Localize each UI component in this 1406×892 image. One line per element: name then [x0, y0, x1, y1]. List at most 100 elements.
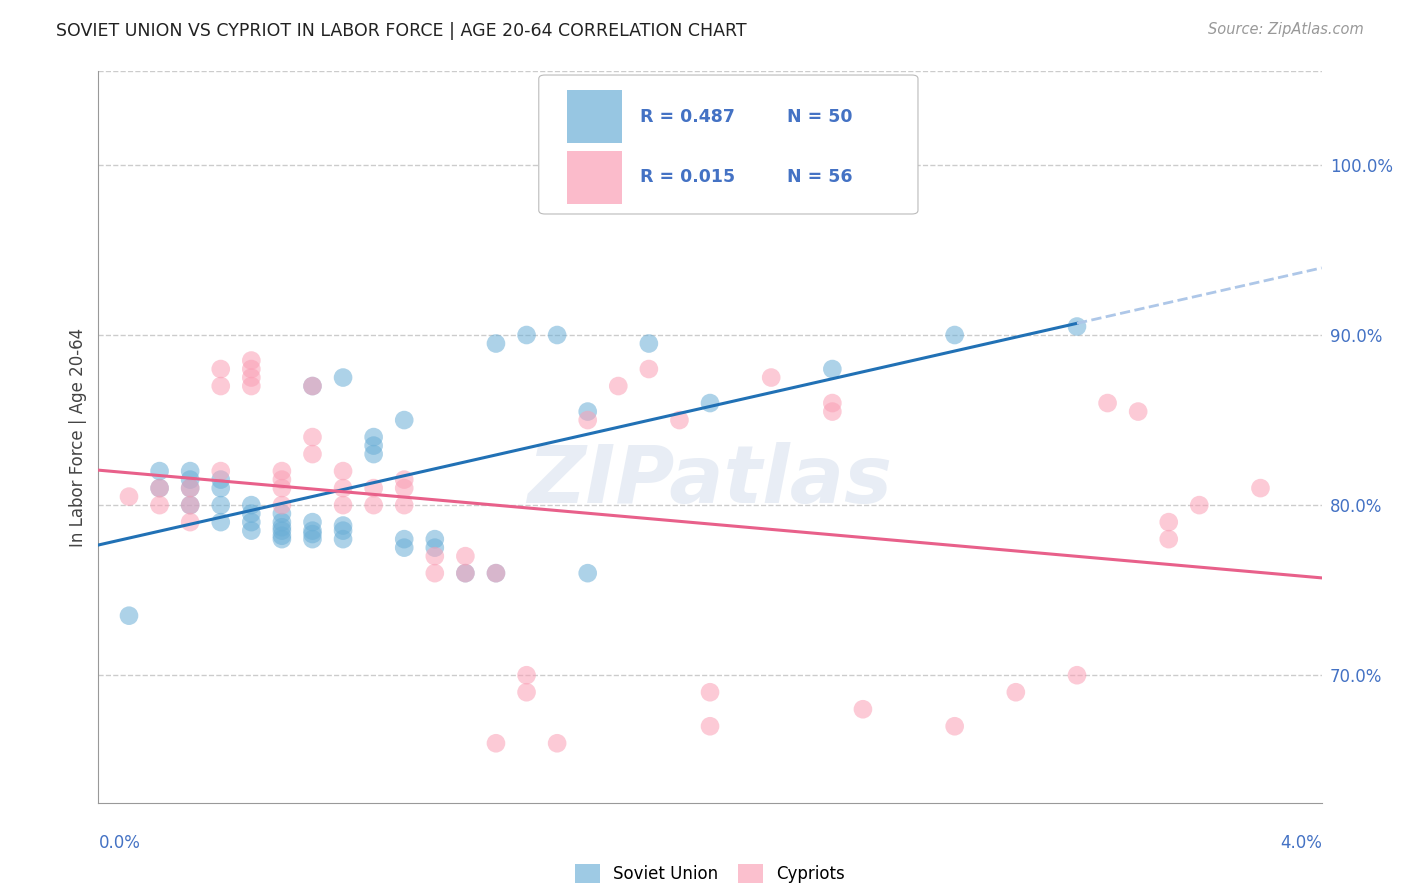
FancyBboxPatch shape: [567, 90, 621, 143]
Y-axis label: In Labor Force | Age 20-64: In Labor Force | Age 20-64: [69, 327, 87, 547]
Point: [516, 328, 538, 343]
Point: [546, 328, 568, 343]
Point: [149, 464, 172, 478]
Point: [392, 532, 416, 546]
Point: [1066, 319, 1088, 334]
Text: N = 50: N = 50: [787, 108, 852, 126]
Point: [118, 490, 141, 504]
Point: [668, 413, 690, 427]
Point: [1157, 515, 1180, 529]
Point: [179, 498, 201, 512]
Point: [118, 608, 141, 623]
Text: 4.0%: 4.0%: [1279, 834, 1322, 852]
Point: [363, 439, 385, 453]
Point: [301, 515, 323, 529]
Point: [179, 464, 201, 478]
Point: [209, 498, 232, 512]
Text: SOVIET UNION VS CYPRIOT IN LABOR FORCE | AGE 20-64 CORRELATION CHART: SOVIET UNION VS CYPRIOT IN LABOR FORCE |…: [56, 22, 747, 40]
Point: [423, 566, 446, 581]
Point: [332, 518, 354, 533]
Point: [852, 702, 875, 716]
Point: [759, 370, 782, 384]
Point: [179, 515, 201, 529]
FancyBboxPatch shape: [567, 151, 621, 203]
Point: [149, 481, 172, 495]
Text: 0.0%: 0.0%: [98, 834, 141, 852]
Point: [209, 362, 232, 376]
Point: [149, 498, 172, 512]
Point: [607, 379, 630, 393]
Point: [240, 362, 263, 376]
Point: [270, 515, 294, 529]
Text: Source: ZipAtlas.com: Source: ZipAtlas.com: [1208, 22, 1364, 37]
Point: [240, 379, 263, 393]
Point: [179, 481, 201, 495]
Point: [821, 396, 844, 410]
Point: [1157, 532, 1180, 546]
Point: [485, 566, 508, 581]
Point: [209, 473, 232, 487]
Point: [1097, 396, 1119, 410]
Text: ZIPatlas: ZIPatlas: [527, 442, 893, 520]
Point: [179, 498, 201, 512]
Point: [1066, 668, 1088, 682]
Point: [454, 549, 477, 563]
Point: [637, 336, 661, 351]
Point: [485, 736, 508, 750]
Point: [240, 524, 263, 538]
Point: [270, 520, 294, 534]
Point: [270, 481, 294, 495]
Point: [423, 541, 446, 555]
Point: [209, 379, 232, 393]
Point: [332, 464, 354, 478]
Point: [270, 532, 294, 546]
Point: [943, 719, 966, 733]
Point: [332, 481, 354, 495]
Point: [943, 328, 966, 343]
Point: [1188, 498, 1211, 512]
Point: [301, 532, 323, 546]
Point: [179, 481, 201, 495]
Point: [240, 515, 263, 529]
Point: [363, 481, 385, 495]
Point: [363, 498, 385, 512]
Point: [392, 473, 416, 487]
Point: [699, 719, 721, 733]
Point: [546, 736, 568, 750]
Point: [209, 515, 232, 529]
Point: [240, 353, 263, 368]
Point: [270, 507, 294, 521]
Point: [270, 498, 294, 512]
Point: [270, 473, 294, 487]
Point: [454, 566, 477, 581]
Point: [240, 507, 263, 521]
Point: [485, 566, 508, 581]
Point: [301, 447, 323, 461]
Point: [576, 404, 599, 418]
Point: [270, 529, 294, 543]
Point: [1004, 685, 1026, 699]
Point: [363, 430, 385, 444]
Point: [1249, 481, 1271, 495]
Point: [240, 370, 263, 384]
Point: [516, 668, 538, 682]
Point: [392, 481, 416, 495]
Point: [454, 566, 477, 581]
Point: [332, 532, 354, 546]
Point: [363, 447, 385, 461]
Point: [392, 498, 416, 512]
Point: [209, 481, 232, 495]
Point: [485, 336, 508, 351]
Point: [576, 413, 599, 427]
Point: [423, 532, 446, 546]
Point: [301, 379, 323, 393]
FancyBboxPatch shape: [538, 75, 918, 214]
Point: [149, 481, 172, 495]
Point: [209, 464, 232, 478]
Point: [332, 524, 354, 538]
Point: [423, 549, 446, 563]
Point: [301, 527, 323, 541]
Point: [270, 524, 294, 538]
Point: [821, 362, 844, 376]
Text: R = 0.015: R = 0.015: [640, 169, 735, 186]
